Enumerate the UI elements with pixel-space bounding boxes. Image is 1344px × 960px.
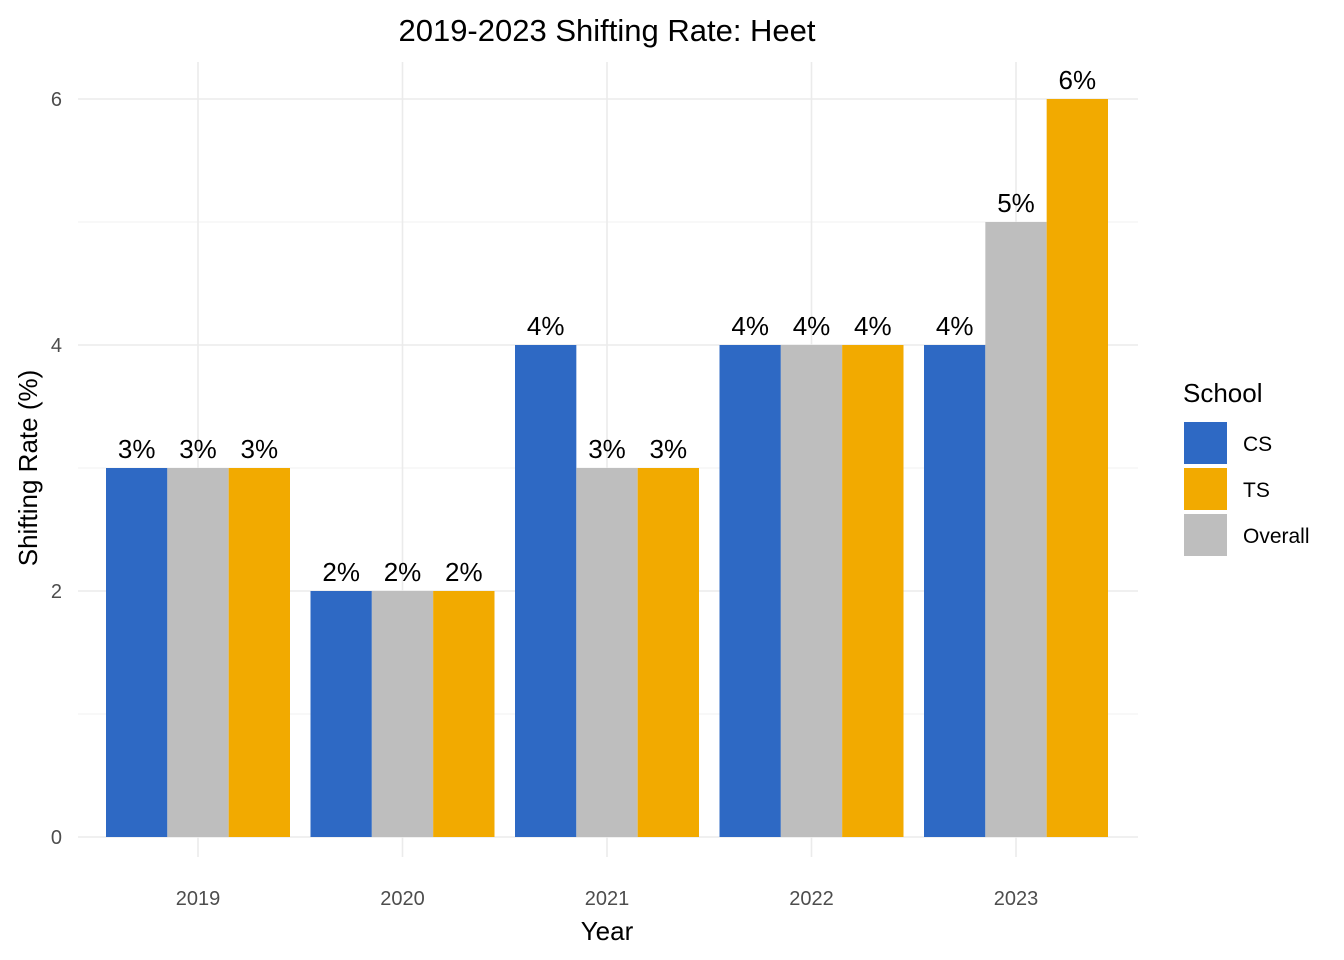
x-tick-label: 2023 [994,888,1039,910]
legend-label-cs: CS [1243,433,1272,456]
y-tick-label: 0 [51,827,62,849]
bars-group [106,99,1108,837]
y-axis-title: Shifting Rate (%) [13,370,43,567]
bar-ts-2019 [228,468,290,837]
y-tick-label: 6 [51,89,62,111]
bar-ts-2020 [433,591,495,837]
bar-ts-2023 [1046,99,1108,837]
data-label-cs-2019: 3% [118,434,156,464]
y-tick-label: 4 [51,335,62,357]
bar-cs-2023 [924,345,986,837]
legend-items: CS TS Overall [1184,422,1310,556]
data-label-overall-2023: 5% [997,188,1035,218]
data-label-ts-2023: 6% [1059,65,1097,95]
bar-ts-2021 [637,468,699,837]
x-axis-title: Year [581,916,634,946]
x-tick-label: 2019 [176,888,221,910]
legend-title: School [1183,378,1263,408]
legend-swatch-overall [1184,514,1227,556]
data-label-ts-2019: 3% [241,434,279,464]
bar-cs-2019 [106,468,168,837]
bar-overall-2023 [985,222,1047,837]
data-labels-group: 3% 2% 4% 4% 4% 3% 2% 3% 4% 5% 3% 2% 3% 4% 6% [118,65,1096,587]
bar-cs-2022 [719,345,781,837]
bar-ts-2022 [842,345,904,837]
data-label-ts-2022: 4% [854,311,892,341]
x-axis-ticks: 2019 2020 2021 2022 2023 [176,888,1039,910]
legend-swatch-ts [1184,468,1227,510]
bar-cs-2021 [515,345,577,837]
legend-label-ts: TS [1243,479,1270,502]
data-label-ts-2021: 3% [650,434,688,464]
bar-overall-2020 [371,591,434,837]
data-label-cs-2020: 2% [322,557,360,587]
legend: School CS TS Overall [1183,378,1310,556]
data-label-cs-2021: 4% [527,311,565,341]
bar-overall-2022 [780,345,843,837]
legend-swatch-cs [1184,422,1227,464]
data-label-cs-2023: 4% [936,311,974,341]
x-tick-label: 2020 [380,888,425,910]
x-tick-label: 2021 [585,888,630,910]
x-tick-label: 2022 [789,888,834,910]
y-tick-label: 2 [51,581,62,603]
bar-cs-2020 [310,591,372,837]
bar-overall-2019 [167,468,229,837]
data-label-overall-2022: 4% [793,311,831,341]
data-label-cs-2022: 4% [731,311,769,341]
y-axis-ticks: 0 2 4 6 [51,89,62,849]
data-label-ts-2020: 2% [445,557,483,587]
data-label-overall-2020: 2% [384,557,422,587]
chart-title: 2019-2023 Shifting Rate: Heet [398,13,815,48]
legend-label-overall: Overall [1243,525,1310,548]
data-label-overall-2019: 3% [179,434,217,464]
bar-overall-2021 [576,468,638,837]
data-label-overall-2021: 3% [588,434,626,464]
